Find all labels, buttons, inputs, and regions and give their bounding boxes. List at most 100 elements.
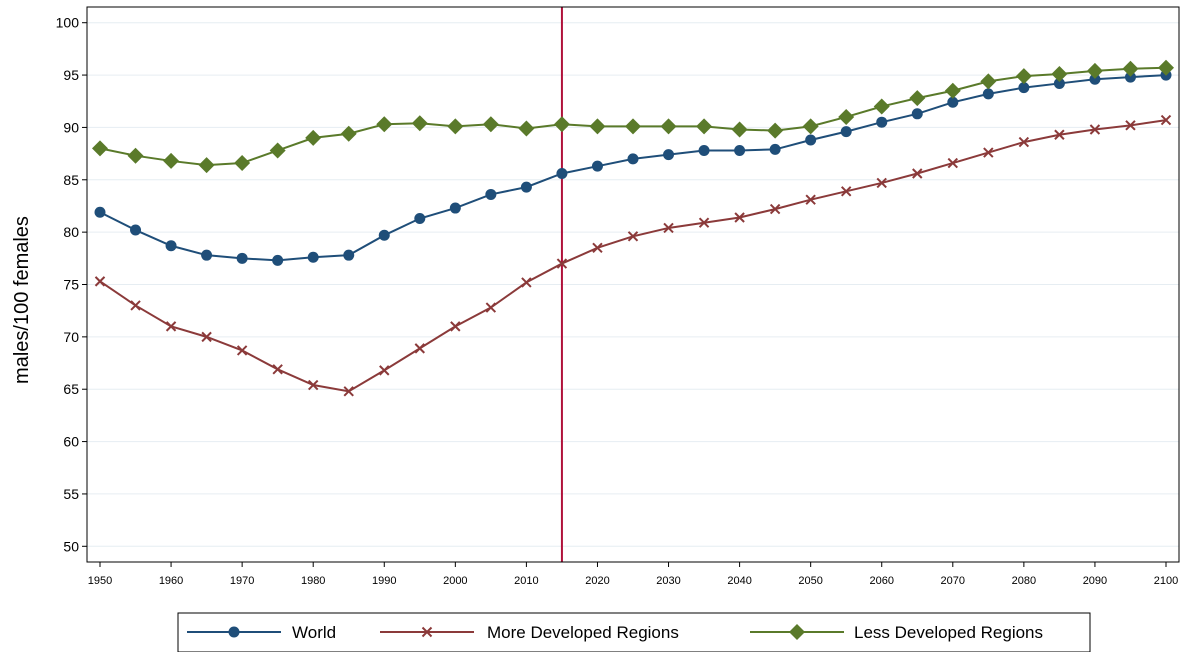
legend-label: More Developed Regions (487, 623, 679, 642)
legend-frame (177, 612, 1091, 652)
data-point (378, 229, 390, 241)
data-point (944, 82, 961, 99)
data-point (1124, 71, 1136, 83)
data-point (485, 188, 497, 200)
x-tick-label: 1950 (88, 575, 112, 587)
legend-entry: Less Developed Regions (750, 623, 1043, 642)
data-point (269, 142, 286, 159)
data-point (94, 206, 106, 218)
data-point (236, 345, 248, 356)
x-tick-label: 2040 (727, 575, 751, 587)
data-point (876, 177, 887, 189)
x-tick-label: 2060 (869, 575, 893, 587)
y-tick-label: 95 (63, 67, 79, 83)
data-point (627, 153, 639, 165)
data-point (234, 155, 251, 172)
data-point (421, 626, 433, 638)
data-point (198, 157, 215, 174)
y-axis: 50 55 60 65 70 75 80 85 90 95 100 (56, 15, 87, 554)
data-point (94, 276, 106, 287)
y-tick-label: 60 (63, 434, 79, 450)
legend-entry: More Developed Regions (380, 623, 679, 642)
data-point (589, 118, 606, 135)
y-tick-label: 100 (56, 15, 80, 31)
data-point (1089, 73, 1101, 85)
data-point (789, 624, 805, 640)
data-point (307, 379, 319, 391)
data-point (127, 147, 144, 164)
data-point (1051, 66, 1068, 83)
data-point (556, 168, 568, 179)
data-point (201, 331, 212, 343)
series-less-developed-regions (92, 59, 1174, 174)
data-point (591, 160, 603, 172)
data-point (414, 213, 426, 225)
data-point (873, 98, 890, 115)
data-point (1158, 59, 1174, 76)
x-tick-label: 1960 (159, 575, 183, 587)
data-point (236, 252, 248, 264)
y-tick-label: 70 (63, 329, 79, 345)
data-point (663, 222, 674, 234)
data-point (734, 212, 745, 223)
data-point (734, 144, 746, 156)
data-point (767, 122, 784, 139)
data-point (947, 157, 959, 169)
data-point (731, 121, 748, 138)
data-point (1015, 68, 1032, 85)
data-point (340, 125, 357, 142)
data-point (1089, 124, 1101, 135)
data-point (228, 626, 240, 638)
y-tick-label: 75 (63, 277, 79, 293)
data-point (980, 73, 997, 90)
data-point (838, 108, 855, 125)
data-point (911, 108, 923, 120)
data-point (485, 302, 497, 313)
x-tick-label: 1990 (372, 575, 396, 587)
legend: World More Developed Regions Less Develope… (177, 612, 1091, 652)
data-point (305, 129, 322, 146)
data-point (556, 258, 568, 269)
data-point (414, 343, 426, 354)
data-point (769, 203, 781, 215)
data-point (521, 277, 532, 288)
data-point (343, 249, 355, 261)
data-point (130, 300, 141, 311)
data-point (909, 90, 926, 107)
series-world (94, 69, 1172, 266)
data-point (876, 116, 888, 128)
x-tick-label: 2030 (656, 575, 680, 587)
x-tick-label: 2090 (1083, 575, 1107, 587)
data-point (165, 321, 177, 332)
data-point (343, 386, 354, 397)
data-point (982, 88, 994, 100)
legend-label: Less Developed Regions (854, 623, 1043, 642)
data-point (805, 134, 817, 146)
data-point (553, 116, 570, 133)
data-point (1160, 114, 1172, 126)
data-point (805, 194, 816, 205)
data-point (1122, 60, 1139, 77)
x-tick-label: 2010 (514, 575, 538, 587)
data-point (449, 202, 461, 214)
data-point (696, 118, 713, 135)
data-point (660, 118, 677, 135)
data-point (625, 118, 641, 135)
data-point (1018, 136, 1030, 148)
data-point (92, 140, 108, 157)
y-tick-label: 90 (63, 119, 79, 135)
x-tick-label: 2050 (798, 575, 822, 587)
x-tick-label: 1980 (301, 575, 325, 587)
x-tick-label: 2020 (585, 575, 609, 587)
data-point (201, 249, 213, 261)
data-point (376, 116, 393, 133)
y-tick-label: 50 (63, 538, 79, 554)
y-axis-label: males/100 females (11, 216, 33, 384)
data-point (947, 96, 959, 108)
data-point (698, 144, 710, 156)
data-point (840, 126, 852, 138)
data-point (1125, 120, 1136, 131)
data-point (520, 181, 532, 193)
y-tick-label: 85 (63, 172, 79, 188)
y-tick-label: 65 (63, 381, 79, 397)
